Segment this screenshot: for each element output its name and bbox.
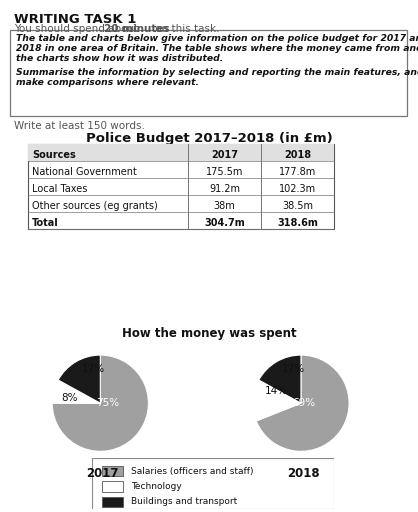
Text: Total: Total (32, 218, 59, 228)
Text: WRITING TASK 1: WRITING TASK 1 (14, 13, 136, 26)
Text: 17%: 17% (82, 364, 104, 374)
Text: 304.7m: 304.7m (204, 218, 245, 228)
Text: The table and charts below give information on the police budget for 2017 and: The table and charts below give informat… (16, 34, 418, 43)
Text: Sources: Sources (32, 150, 76, 160)
Text: How the money was spent: How the money was spent (122, 328, 296, 340)
Text: 75%: 75% (96, 398, 119, 408)
Text: 318.6m: 318.6m (277, 218, 318, 228)
Wedge shape (52, 380, 100, 403)
Text: 8%: 8% (61, 393, 77, 403)
Text: You should spend about: You should spend about (14, 24, 142, 34)
Text: National Government: National Government (32, 167, 137, 177)
Text: the charts show how it was distributed.: the charts show how it was distributed. (16, 54, 223, 63)
Text: 38m: 38m (214, 201, 235, 211)
Text: 102.3m: 102.3m (279, 184, 316, 194)
Wedge shape (259, 355, 301, 403)
Bar (28, 144, 334, 229)
Bar (102, 481, 123, 492)
Text: Write at least 150 words.: Write at least 150 words. (14, 121, 145, 131)
Wedge shape (256, 355, 349, 451)
Text: 177.8m: 177.8m (279, 167, 316, 177)
Text: 17%: 17% (282, 364, 305, 374)
Text: Police Budget 2017–2018 (in £m): Police Budget 2017–2018 (in £m) (86, 132, 332, 145)
Text: 2018: 2018 (287, 467, 319, 480)
Text: 2017: 2017 (211, 150, 238, 160)
Text: 2018 in one area of Britain. The table shows where the money came from and: 2018 in one area of Britain. The table s… (16, 44, 418, 53)
Text: Summarise the information by selecting and reporting the main features, and: Summarise the information by selecting a… (16, 68, 418, 77)
Wedge shape (58, 355, 100, 403)
Text: 14%: 14% (264, 386, 288, 396)
Bar (10, 30, 407, 116)
Text: 2018: 2018 (284, 150, 311, 160)
Text: Technology: Technology (131, 482, 181, 491)
Text: 175.5m: 175.5m (206, 167, 243, 177)
Text: on this task.: on this task. (152, 24, 219, 34)
Bar (102, 466, 123, 476)
Text: 2017: 2017 (86, 467, 119, 480)
Wedge shape (253, 380, 301, 421)
Text: 38.5m: 38.5m (282, 201, 313, 211)
Text: 20 minutes: 20 minutes (104, 24, 170, 34)
Wedge shape (52, 355, 148, 451)
Text: Salaries (officers and staff): Salaries (officers and staff) (131, 466, 253, 476)
Text: make comparisons where relevant.: make comparisons where relevant. (16, 78, 199, 87)
Text: Local Taxes: Local Taxes (32, 184, 87, 194)
Bar (102, 497, 123, 507)
Bar (28, 144, 334, 161)
Text: Other sources (eg grants): Other sources (eg grants) (32, 201, 158, 211)
Text: 69%: 69% (292, 398, 315, 408)
Text: 91.2m: 91.2m (209, 184, 240, 194)
Text: Buildings and transport: Buildings and transport (131, 497, 237, 506)
